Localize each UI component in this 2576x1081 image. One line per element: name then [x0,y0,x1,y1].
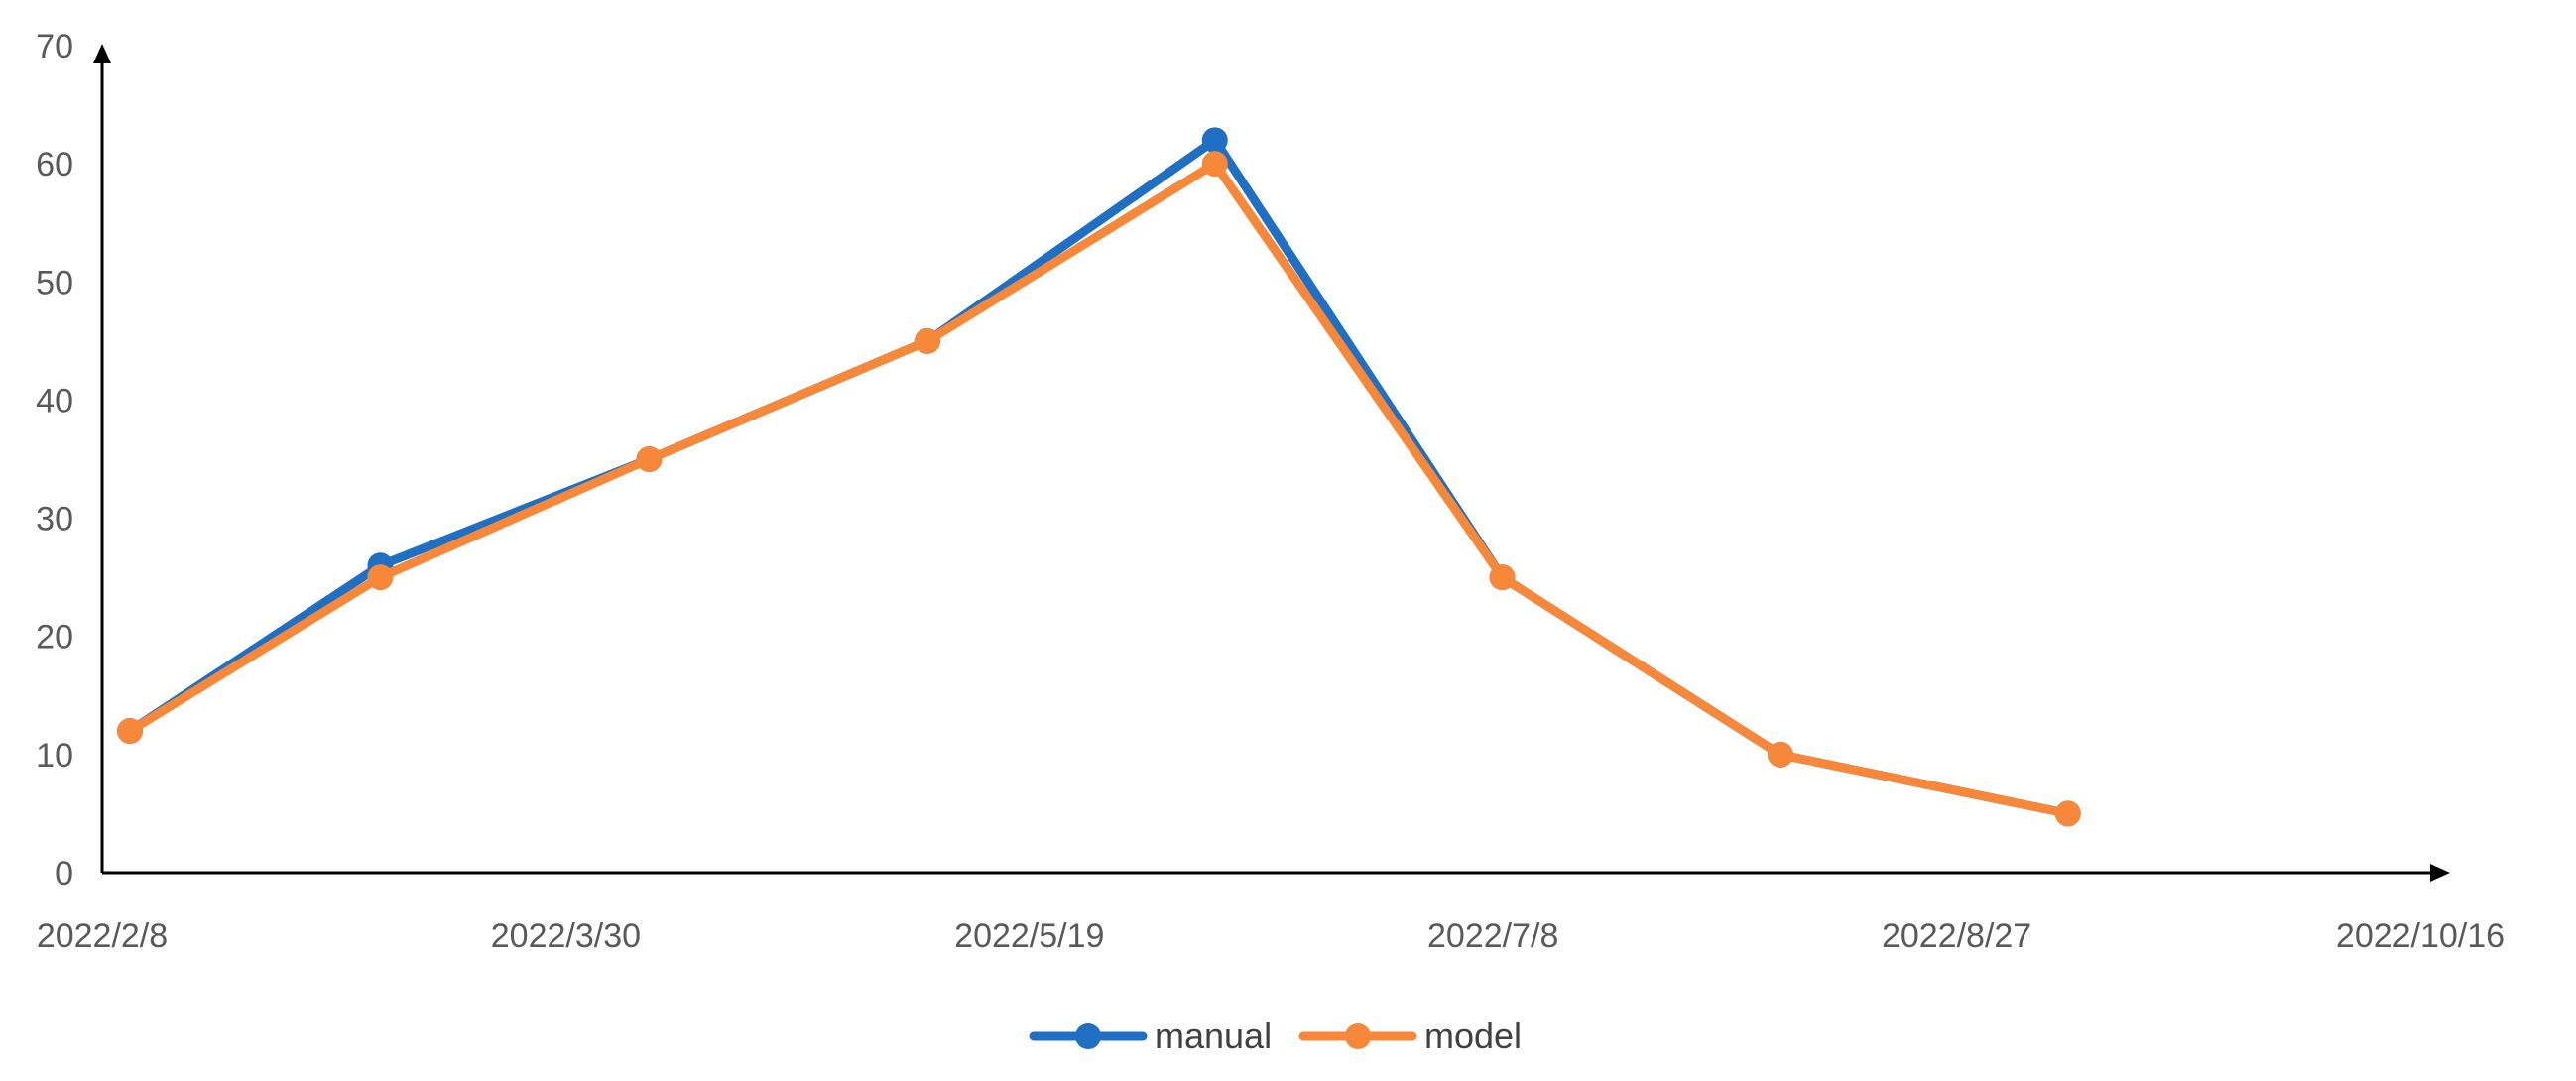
legend-label: manual [1155,1016,1272,1056]
legend-label: model [1424,1016,1522,1056]
y-tick-label: 30 [36,501,73,539]
data-point-model [117,718,144,745]
y-axis-tick-labels: 0 10 20 30 40 50 60 70 [36,28,73,893]
x-tick-label: 2022/10/16 [2336,917,2505,955]
y-tick-label: 50 [36,264,73,301]
data-point-model [636,446,663,472]
data-point-model [1767,741,1793,768]
y-tick-label: 20 [36,619,73,657]
y-tick-label: 70 [36,28,73,65]
legend-item-manual: manual [1029,1016,1272,1056]
x-tick-label: 2022/8/27 [1882,917,2031,955]
y-tick-label: 0 [55,855,73,893]
x-axis-tick-labels: 2022/2/8 2022/3/30 2022/5/19 2022/7/8 2022/8… [37,917,2505,955]
legend: manual model [1029,1016,1522,1056]
axes [93,44,2450,882]
x-tick-label: 2022/2/8 [37,917,168,955]
legend-item-model: model [1298,1016,1522,1056]
y-axis-arrow-icon [93,44,111,63]
data-point-manual [1201,127,1228,154]
x-tick-label: 2022/5/19 [954,917,1104,955]
y-tick-label: 60 [36,146,73,183]
series-line-manual [125,135,2073,818]
data-point-model [2054,800,2081,827]
y-tick-label: 40 [36,382,73,420]
series-layer [117,127,2081,827]
legend-marker-icon [1345,1023,1371,1049]
legend-marker-icon [1075,1023,1101,1049]
series-line-model [125,159,2073,818]
x-tick-label: 2022/7/8 [1427,917,1558,955]
data-point-model [1201,151,1228,178]
data-point-model [1489,564,1516,591]
data-point-model [367,564,394,591]
y-tick-label: 10 [36,737,73,775]
series-model [117,151,2081,827]
x-axis-arrow-icon [2430,864,2450,882]
x-tick-label: 2022/3/30 [491,917,641,955]
data-point-model [914,327,940,354]
